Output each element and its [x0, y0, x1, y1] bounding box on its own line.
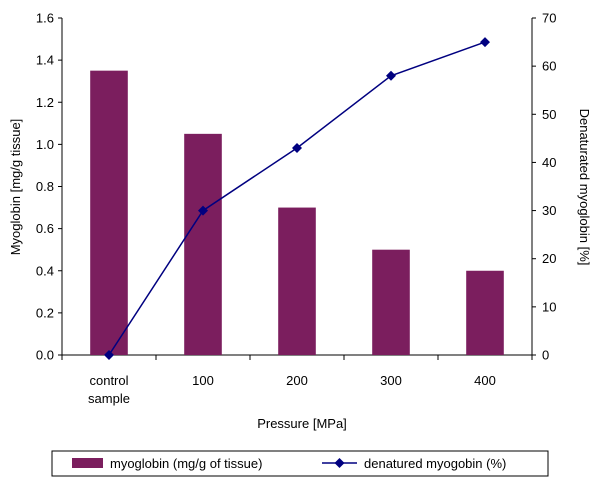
x-tick-label-line: 300: [380, 373, 402, 388]
legend-bar-label: myoglobin (mg/g of tissue): [110, 456, 262, 471]
left-tick-label: 0.4: [36, 263, 54, 278]
x-tick-label-line: control: [89, 373, 128, 388]
line-point: [480, 37, 490, 48]
line-series: [104, 37, 490, 360]
left-tick-label: 1.2: [36, 95, 54, 110]
legend-line-label: denatured myogobin (%): [364, 456, 506, 471]
bar: [466, 270, 504, 355]
left-axis-title: Myoglobin [mg/g tissue]: [8, 119, 23, 256]
x-axis-title: Pressure [MPa]: [257, 416, 347, 431]
x-tick-label-line: 100: [192, 373, 214, 388]
right-axis-ticks: 0 10 20 30 40 50 60 70: [532, 11, 556, 363]
x-tick-label-line: sample: [88, 391, 130, 406]
x-tick-label-line: 200: [286, 373, 308, 388]
bar: [278, 207, 316, 355]
bar: [90, 70, 128, 355]
left-tick-label: 0.6: [36, 221, 54, 236]
left-tick-label: 0.8: [36, 179, 54, 194]
left-tick-label: 1.0: [36, 137, 54, 152]
left-tick-label: 0.0: [36, 348, 54, 363]
right-tick-label: 10: [542, 299, 556, 314]
x-axis-ticks: control sample 100 200 300 400: [61, 355, 533, 406]
line-point: [292, 142, 302, 153]
right-tick-label: 0: [542, 348, 549, 363]
left-tick-label: 1.4: [36, 53, 54, 68]
bar: [184, 133, 222, 355]
bars: [90, 70, 504, 355]
bar: [372, 249, 410, 355]
x-tick-label: 100: [192, 373, 214, 388]
right-tick-label: 30: [542, 203, 556, 218]
legend-bar-swatch: [72, 458, 103, 468]
left-tick-label: 1.6: [36, 11, 54, 26]
right-tick-label: 60: [542, 59, 556, 74]
line-point: [198, 205, 208, 216]
line-point: [386, 70, 396, 81]
x-tick-label-line: 400: [474, 373, 496, 388]
right-tick-label: 50: [542, 107, 556, 122]
x-tick-label: control sample: [88, 373, 130, 406]
right-tick-label: 70: [542, 11, 556, 26]
x-tick-label: 200: [286, 373, 308, 388]
right-tick-label: 20: [542, 251, 556, 266]
legend-box: [51, 450, 549, 477]
left-axis-ticks: 0.0 0.2 0.4 0.6 0.8 1.0 1.2 1.4 1.6: [36, 11, 62, 363]
legend-line-marker: [334, 458, 345, 468]
x-tick-label: 400: [474, 373, 496, 388]
left-tick-label: 0.2: [36, 305, 54, 320]
legend: myoglobin (mg/g of tissue) denatured myo…: [51, 450, 549, 477]
right-axis-title: Denaturated myoglobin [%]: [577, 109, 592, 266]
x-tick-label: 300: [380, 373, 402, 388]
right-tick-label: 40: [542, 155, 556, 170]
line-point: [104, 350, 114, 360]
